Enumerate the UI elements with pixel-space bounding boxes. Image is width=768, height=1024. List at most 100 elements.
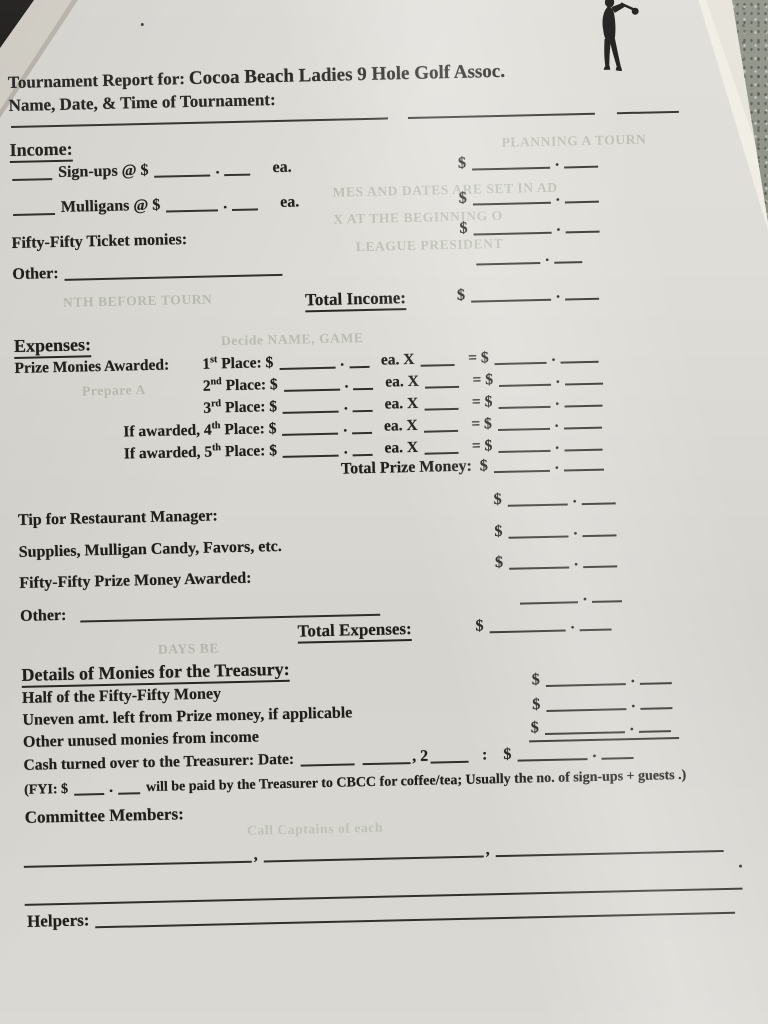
ghost-text: NTH BEFORE TOURN — [62, 291, 213, 310]
decimal-point: . — [582, 587, 588, 605]
committee-label: Committee Members: — [24, 804, 184, 827]
total-prize-label: Total Prize Money: — [340, 457, 473, 478]
place-word: Place: — [225, 376, 267, 395]
fyi-open: (FYI: $ — [23, 781, 69, 798]
result-cents-blank — [563, 413, 602, 430]
other-description-blank — [64, 260, 283, 281]
place-word: Place: — [224, 442, 266, 461]
decimal-point: . — [555, 284, 561, 302]
dollar-sign: $ — [456, 286, 466, 304]
ghost-text: DAYS BE — [157, 640, 220, 657]
mulligans-amount: $. — [459, 187, 601, 208]
other-description-blank — [80, 600, 381, 623]
dollar-sign: $ — [268, 420, 277, 438]
amount-dollars-blank — [507, 490, 568, 507]
tip-amount: $. — [493, 488, 617, 509]
dollar-sign: $ — [479, 457, 489, 475]
dollar-sign: $ — [530, 719, 540, 737]
multiplier-blank — [423, 395, 459, 411]
half-fifty-amount: $. — [532, 668, 674, 689]
decimal-point: . — [629, 717, 634, 735]
ghost-text: PLANNING A TOURN — [501, 131, 647, 150]
title-prefix: Tournament Report for: — [7, 69, 186, 93]
mulligans-price-cents-blank — [232, 195, 259, 211]
dollar-sign: $ — [503, 745, 512, 763]
prize-cents-blank — [353, 374, 374, 391]
other-label: Other: — [19, 606, 67, 625]
signups-price-dollars-blank — [154, 161, 211, 178]
equals-sign: = — [471, 437, 481, 455]
income-total-row: Total Income: $. — [304, 285, 600, 313]
committee-member-blank — [23, 847, 252, 868]
amount-cents-blank — [579, 615, 612, 632]
uneven-amt-label: Uneven amt. left from Prize money, if ap… — [22, 704, 353, 729]
equals-sign: = — [472, 371, 482, 389]
dollar-sign: $ — [532, 696, 541, 714]
expenses-heading-label: Expenses: — [13, 334, 92, 359]
place-3-label: 3rd Place: $ — [203, 398, 277, 417]
dollar-sign: $ — [458, 189, 467, 207]
income-heading-label: Income: — [9, 138, 73, 164]
result-cents-blank — [564, 369, 603, 386]
cash-label: Cash turned over to the Treasurer: Date: — [23, 750, 295, 774]
decimal-point: . — [592, 743, 597, 761]
prize-amount-blank — [282, 441, 339, 459]
ea-x-label: ea. X — [384, 394, 419, 413]
prize-amount-blank — [283, 375, 340, 393]
dollar-sign: $ — [475, 617, 484, 635]
decimal-point: . — [573, 521, 578, 539]
amount-dollars-blank — [489, 616, 566, 634]
total-income-amount: $. — [457, 284, 601, 305]
place-1-label: 1st Place: $ — [202, 354, 273, 373]
total-expenses-label: Total Expenses: — [297, 619, 412, 644]
other-amount: . — [474, 247, 584, 267]
treasury-row-half: Half of the Fifty-Fifty Money $. — [22, 669, 672, 708]
dollar-sign: $ — [494, 522, 503, 541]
place-word: Place: — [221, 354, 262, 373]
ea-x-label: ea. X — [385, 372, 420, 391]
place-ordinal: nd — [210, 376, 222, 388]
golfer-icon — [602, 0, 639, 72]
dollar-sign: $ — [269, 376, 278, 394]
result-dollars-blank — [498, 370, 552, 388]
treasury-heading-label: Details of Monies for the Treasury: — [21, 658, 290, 688]
committee-member-blank — [263, 842, 484, 863]
decimal-point: . — [631, 693, 636, 712]
fyi-text: will be paid by the Treasurer to CBCC fo… — [145, 767, 687, 796]
ghost-text: Call Captains of each — [246, 819, 384, 838]
tournament-date-blank — [407, 99, 595, 119]
amount-cents-blank — [640, 694, 673, 710]
colon: : — [481, 746, 488, 764]
decimal-point: . — [343, 418, 348, 436]
prize-cents-blank — [352, 419, 373, 435]
amount-cents-blank — [563, 455, 604, 472]
total-expenses-row: Total Expenses: $. — [297, 615, 612, 644]
unused-monies-label: Other unused monies from income — [22, 728, 260, 751]
fyi-cents-blank — [117, 779, 141, 795]
equals-dollar: = $ — [471, 415, 492, 432]
decimal-point: . — [344, 374, 349, 392]
decimal-point: . — [339, 352, 345, 370]
amount-cents-blank — [564, 284, 600, 301]
spacer — [16, 413, 200, 417]
place-ordinal: rd — [210, 398, 222, 410]
income-heading: Income: — [9, 138, 73, 164]
decimal-point: . — [554, 455, 559, 473]
amount-dollars-blank — [473, 218, 552, 236]
fifty-awarded-row: Fifty-Fifty Prize Money Awarded: $. — [19, 552, 618, 593]
total-expenses-amount: $. — [475, 614, 613, 635]
amount-cents-blank — [638, 717, 671, 733]
decimal-point: . — [555, 391, 560, 409]
each-label: ea. — [272, 158, 292, 177]
supplies-label: Supplies, Mulligan Candy, Favors, etc. — [18, 537, 283, 561]
comma: , — [485, 841, 490, 859]
decimal-point: . — [572, 489, 577, 507]
tournament-time-blank — [616, 97, 679, 115]
prize-amount-blank — [282, 397, 340, 415]
equals-dollar: = $ — [472, 437, 493, 454]
ghost-text: Decide NAME, GAME — [220, 330, 364, 349]
multiplier-blank — [420, 351, 455, 367]
tip-label: Tip for Restaurant Manager: — [17, 507, 218, 529]
decimal-point: . — [573, 552, 579, 570]
committee-row: Committee Members: — [25, 804, 184, 828]
